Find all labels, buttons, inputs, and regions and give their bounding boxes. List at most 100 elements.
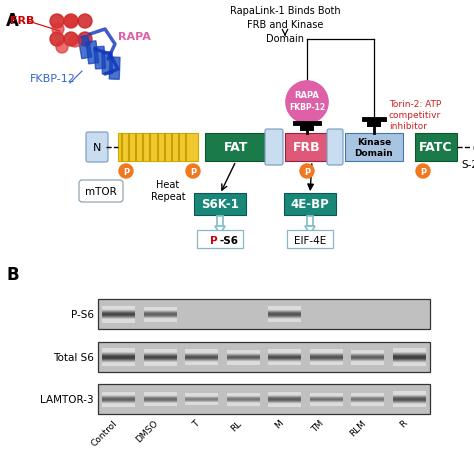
Bar (392, 396, 426, 398)
Bar (102, 364, 136, 365)
Bar (102, 53, 112, 75)
Bar (351, 403, 384, 404)
Text: RapaLink-1 Binds Both
FRB and Kinase
Domain: RapaLink-1 Binds Both FRB and Kinase Dom… (230, 6, 340, 44)
Bar (144, 312, 177, 313)
Bar (268, 312, 301, 313)
Bar (268, 354, 301, 355)
Bar (185, 360, 219, 361)
Bar (392, 350, 426, 351)
Bar (144, 398, 177, 399)
Bar (102, 356, 136, 357)
Bar (102, 402, 136, 403)
Text: FATC: FATC (419, 141, 453, 154)
Bar (144, 358, 177, 359)
Bar (351, 396, 384, 398)
Bar (144, 315, 177, 316)
Bar (102, 398, 136, 399)
Bar (102, 318, 136, 319)
Bar (227, 354, 260, 355)
Bar (102, 365, 136, 366)
Bar (268, 360, 301, 361)
Bar (102, 404, 136, 405)
Bar (310, 354, 343, 355)
Bar (392, 395, 426, 396)
Bar (102, 360, 136, 361)
Bar (102, 316, 136, 317)
Circle shape (78, 15, 92, 29)
Bar (144, 307, 177, 308)
Bar (144, 350, 177, 351)
Circle shape (50, 15, 64, 29)
Bar (268, 403, 301, 404)
Bar (102, 393, 136, 394)
Text: P: P (190, 168, 196, 177)
Bar (351, 356, 384, 357)
Bar (102, 398, 136, 399)
Bar (144, 402, 177, 403)
Bar (102, 352, 136, 353)
Bar (392, 392, 426, 394)
Bar (351, 354, 384, 355)
Bar (392, 364, 426, 365)
Bar (310, 364, 343, 365)
Bar (185, 404, 219, 405)
Bar (144, 315, 177, 316)
Text: FKBP-12: FKBP-12 (289, 103, 325, 112)
Bar (227, 355, 260, 356)
Bar (268, 404, 301, 405)
Bar (185, 398, 219, 399)
Text: P: P (420, 168, 426, 177)
Bar (227, 394, 260, 395)
Bar (185, 397, 219, 398)
Bar (268, 356, 301, 358)
Bar (102, 314, 136, 315)
Bar (144, 319, 177, 320)
Bar (227, 400, 260, 402)
Bar (118, 133, 198, 161)
Bar (102, 362, 136, 363)
Bar (144, 400, 177, 402)
Bar (102, 320, 136, 321)
Bar (144, 313, 177, 314)
Text: Total S6: Total S6 (53, 352, 94, 362)
Bar (268, 311, 301, 312)
Bar (392, 353, 426, 354)
Bar (227, 362, 260, 363)
Bar (392, 353, 426, 354)
Bar (310, 396, 343, 397)
Bar (268, 359, 301, 360)
Circle shape (50, 33, 64, 47)
Bar (227, 355, 260, 356)
Bar (102, 351, 136, 352)
Text: C (2549 aa): C (2549 aa) (473, 144, 474, 154)
Bar (310, 363, 343, 364)
Bar (268, 364, 301, 365)
Bar (268, 360, 301, 362)
Bar (102, 351, 136, 352)
Bar (102, 358, 136, 359)
Bar (144, 393, 177, 394)
Bar (268, 311, 301, 312)
Bar (268, 353, 301, 354)
Bar (144, 350, 177, 351)
Bar (227, 359, 260, 360)
Circle shape (69, 36, 81, 48)
Bar (310, 403, 343, 404)
Bar (268, 313, 301, 314)
Text: LAMTOR-3: LAMTOR-3 (40, 394, 94, 404)
Bar (102, 401, 136, 402)
Bar (268, 358, 301, 359)
Bar (227, 403, 260, 404)
FancyBboxPatch shape (284, 193, 336, 216)
Bar (102, 312, 136, 313)
Bar (392, 392, 426, 393)
Bar (144, 365, 177, 366)
Bar (227, 354, 260, 355)
Bar (351, 395, 384, 396)
Text: R: R (399, 418, 409, 429)
Bar (310, 400, 343, 401)
Bar (144, 355, 177, 356)
Bar (392, 361, 426, 362)
Bar (310, 363, 343, 364)
Bar (102, 359, 136, 360)
